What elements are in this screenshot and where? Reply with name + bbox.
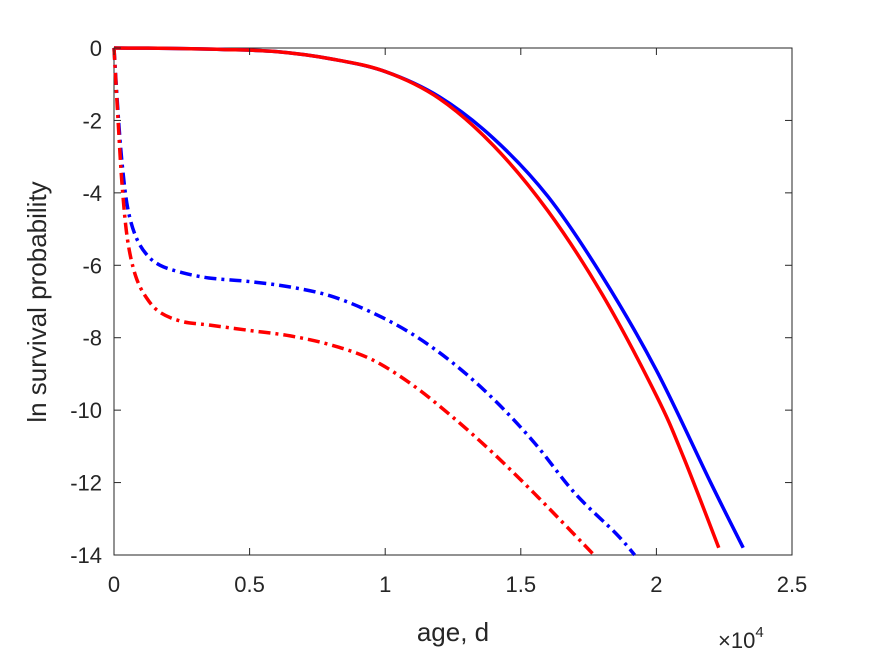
y-axis-label: ln survival probability xyxy=(22,181,52,422)
x-tick-label: 2.5 xyxy=(777,572,808,597)
y-tick-label: -10 xyxy=(70,398,102,423)
series-layer xyxy=(112,46,745,557)
series-line-3 xyxy=(112,47,637,557)
x-multiplier-base: ×10 xyxy=(718,628,755,653)
x-multiplier-exponent: 4 xyxy=(755,624,763,641)
x-multiplier: ×104 xyxy=(718,624,764,653)
x-tick-label: 0 xyxy=(108,572,120,597)
y-tick-label: -6 xyxy=(82,253,102,278)
y-tick-label: -14 xyxy=(70,543,102,568)
y-tick-label: -12 xyxy=(70,471,102,496)
x-tick-label: 1.5 xyxy=(506,572,537,597)
y-tick-label: 0 xyxy=(90,36,102,61)
series-line-2 xyxy=(113,46,721,549)
y-tick-label: -2 xyxy=(82,108,102,133)
tick-layer: 0 0.5 1 1.5 2 2.5 0 -2 -4 -6 -8 -10 -12 -14 xyxy=(70,36,807,597)
x-tick-label: 0.5 xyxy=(234,572,265,597)
y-tick-label: -4 xyxy=(82,181,102,206)
plot-area xyxy=(113,47,793,556)
y-tick-label: -8 xyxy=(82,326,102,351)
x-tick-label: 2 xyxy=(650,572,662,597)
x-axis-label: age, d xyxy=(417,617,489,647)
x-tick-label: 1 xyxy=(379,572,391,597)
